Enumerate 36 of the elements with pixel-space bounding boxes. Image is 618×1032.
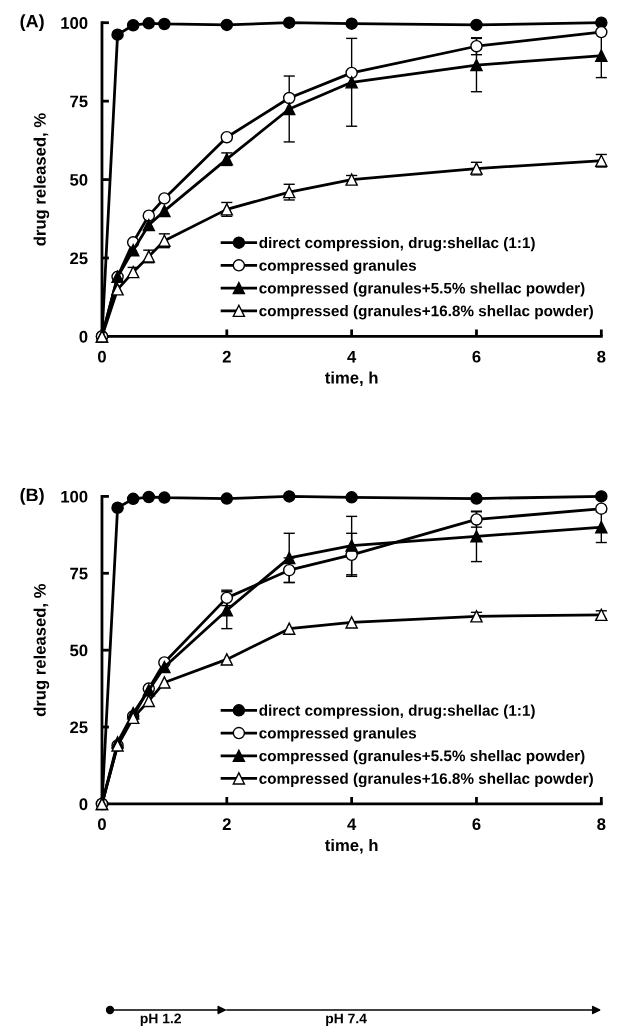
y-tick-label: 50 bbox=[70, 644, 88, 657]
y-tick-label: 0 bbox=[79, 330, 88, 343]
legend-label: compressed granules bbox=[259, 727, 417, 742]
text: pH 1.2 bbox=[140, 1013, 181, 1027]
legend-label: compressed (granules+16.8% shellac powder) bbox=[259, 772, 593, 788]
text: (B) bbox=[20, 487, 44, 505]
y-tick-label: 50 bbox=[70, 173, 88, 186]
legend-label: compressed (granules+16.8% shellac powder) bbox=[259, 305, 593, 320]
x-tick-label: 4 bbox=[347, 818, 357, 830]
x-tick-label: 6 bbox=[472, 818, 481, 831]
x-tick-label: 6 bbox=[472, 350, 481, 363]
legend-label: compressed (granules+5.5% shellac powder) bbox=[259, 282, 585, 297]
legend-label: compressed granules bbox=[259, 259, 417, 274]
legend-label: compressed (granules+5.5% shellac powder) bbox=[259, 750, 585, 765]
y-tick-label: 0 bbox=[79, 798, 88, 811]
legend-label: direct compression, drug:shellac (1:1) bbox=[259, 704, 535, 719]
y-axis-title: drug released, % bbox=[33, 583, 50, 717]
x-tick-label: 2 bbox=[222, 818, 231, 830]
y-tick-label: 25 bbox=[70, 252, 88, 265]
y-tick-label: 100 bbox=[61, 17, 88, 29]
legend-label: direct compression, drug:shellac (1:1) bbox=[259, 236, 535, 252]
x-tick-label: 8 bbox=[597, 818, 606, 831]
y-tick-label: 75 bbox=[70, 567, 88, 580]
y-tick-label: 25 bbox=[70, 721, 88, 734]
y-tick-label: 75 bbox=[70, 95, 88, 108]
text: (A) bbox=[20, 14, 44, 32]
y-tick-label: 100 bbox=[61, 490, 88, 503]
x-tick-label: 8 bbox=[597, 350, 606, 363]
x-tick-label: 2 bbox=[222, 350, 231, 363]
x-tick-label: 4 bbox=[347, 350, 357, 363]
text: pH 7.4 bbox=[326, 1013, 367, 1027]
x-axis-title: time, h bbox=[324, 838, 378, 854]
x-tick-label: 0 bbox=[97, 350, 106, 363]
x-axis-title: time, h bbox=[324, 371, 378, 387]
x-tick-label: 0 bbox=[97, 818, 106, 831]
y-axis-title: drug released, % bbox=[33, 113, 50, 246]
